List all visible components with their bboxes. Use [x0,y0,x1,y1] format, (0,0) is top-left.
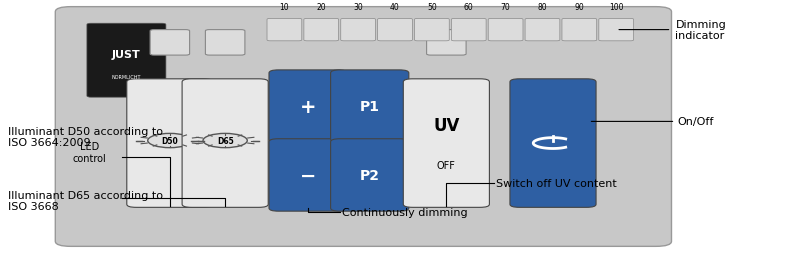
Text: 50: 50 [427,3,437,12]
Text: On/Off: On/Off [678,117,714,127]
Text: Illuminant D50 according to
ISO 3664:2009: Illuminant D50 according to ISO 3664:200… [8,126,163,148]
Circle shape [203,134,247,148]
FancyBboxPatch shape [55,8,672,246]
FancyBboxPatch shape [378,19,412,42]
Text: −: − [300,166,316,185]
Text: P2: P2 [359,168,380,182]
Text: +: + [300,97,316,116]
FancyBboxPatch shape [126,80,213,208]
FancyBboxPatch shape [182,80,268,208]
Text: 100: 100 [609,3,623,12]
Text: Switch off UV content: Switch off UV content [496,178,617,188]
Circle shape [148,134,192,148]
Text: NORMLICHT: NORMLICHT [111,75,141,80]
FancyBboxPatch shape [562,19,596,42]
FancyBboxPatch shape [269,71,348,143]
FancyBboxPatch shape [331,71,409,143]
FancyBboxPatch shape [403,80,489,208]
FancyBboxPatch shape [267,19,302,42]
FancyBboxPatch shape [331,139,409,211]
FancyBboxPatch shape [599,19,634,42]
Text: Continuously dimming: Continuously dimming [342,207,468,217]
Text: OFF: OFF [437,161,456,170]
Text: 40: 40 [390,3,400,12]
Text: Dimming
indicator: Dimming indicator [675,20,726,41]
FancyBboxPatch shape [525,19,560,42]
FancyBboxPatch shape [269,139,348,211]
FancyBboxPatch shape [510,80,596,208]
Text: 60: 60 [464,3,474,12]
Text: UV: UV [433,116,460,134]
Text: P1: P1 [359,100,380,114]
Text: 20: 20 [317,3,326,12]
FancyBboxPatch shape [427,30,466,56]
Text: 70: 70 [501,3,510,12]
FancyBboxPatch shape [87,24,166,98]
Text: 90: 90 [574,3,585,12]
Text: Illuminant D65 according to
ISO 3668: Illuminant D65 according to ISO 3668 [8,190,163,211]
FancyBboxPatch shape [205,30,245,56]
FancyBboxPatch shape [340,19,375,42]
Text: D50: D50 [161,136,179,146]
Text: 30: 30 [353,3,363,12]
Text: 10: 10 [280,3,289,12]
FancyBboxPatch shape [415,19,450,42]
FancyBboxPatch shape [488,19,523,42]
Text: 80: 80 [538,3,547,12]
Text: JUST: JUST [112,50,141,60]
Text: D65: D65 [216,136,234,146]
FancyBboxPatch shape [150,30,190,56]
FancyBboxPatch shape [304,19,339,42]
Text: LED
control: LED control [73,142,106,163]
FancyBboxPatch shape [451,19,486,42]
